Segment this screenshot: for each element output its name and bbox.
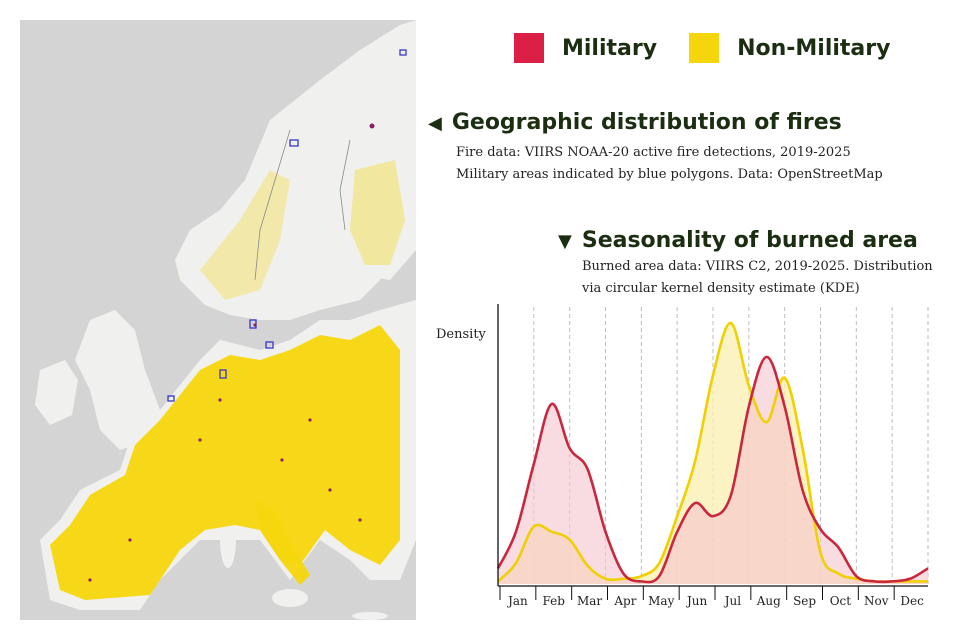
military-polygon xyxy=(265,341,274,349)
seasonality-chart: Jan Feb Mar Apr May Jun Jul Aug Sep Oct Nov Dec Den… xyxy=(436,304,929,608)
season-note: Burned area data: VIIRS C2, 2019-2025. D… xyxy=(582,256,933,300)
fire-dot xyxy=(253,323,257,327)
month-label: May xyxy=(648,594,674,608)
month-label: Nov xyxy=(864,594,889,608)
fire-dot xyxy=(328,488,332,492)
ireland-landmass xyxy=(35,360,78,425)
legend-swatch-nonmilitary xyxy=(689,33,720,63)
series-line-nonmilitary xyxy=(497,321,928,583)
legend: Military Non-Military xyxy=(514,33,922,63)
fire-dot xyxy=(369,123,375,129)
fire-dot xyxy=(198,438,202,442)
month-label: Oct xyxy=(830,594,852,608)
geo-note-line1: Fire data: VIIRS NOAA-20 active fire det… xyxy=(456,145,851,160)
month-label: Jun xyxy=(685,594,708,608)
season-title: Seasonality of burned area xyxy=(581,228,918,253)
legend-item-nonmilitary: Non-Military xyxy=(689,33,890,63)
sicily xyxy=(272,589,308,607)
season-note-line2: via circular kernel density estimate (KD… xyxy=(582,281,860,296)
y-axis-label: Density xyxy=(436,327,487,342)
scandinavia-fire-cover xyxy=(200,170,290,300)
legend-item-military: Military xyxy=(514,33,657,63)
geo-note-line2: Military areas indicated by blue polygon… xyxy=(456,167,883,182)
country-borders xyxy=(254,129,351,281)
geo-heading: ◀ Geographic distribution of fires xyxy=(428,110,842,135)
legend-swatch-military xyxy=(514,33,544,63)
fire-dot xyxy=(88,578,92,582)
geo-note: Fire data: VIIRS NOAA-20 active fire det… xyxy=(456,142,883,186)
military-fires xyxy=(88,123,375,582)
legend-label-nonmilitary: Non-Military xyxy=(737,35,891,61)
down-triangle-icon: ▼ xyxy=(558,231,572,252)
sweden-finland-border xyxy=(339,139,351,231)
military-land-fires xyxy=(50,160,405,600)
month-label: Sep xyxy=(793,594,816,608)
series-area-military xyxy=(498,356,928,584)
left-triangle-icon: ◀ xyxy=(428,113,442,134)
series-area-nonmilitary xyxy=(498,322,928,584)
finland-landmass xyxy=(335,130,416,280)
month-label: Apr xyxy=(613,594,636,608)
fire-dot xyxy=(280,458,284,462)
season-note-line1: Burned area data: VIIRS C2, 2019-2025. D… xyxy=(582,259,933,274)
month-label: Jan xyxy=(506,594,528,608)
month-label: Feb xyxy=(543,594,566,608)
fire-dot xyxy=(308,418,312,422)
legend-label-military: Military xyxy=(562,35,658,61)
month-label: Dec xyxy=(900,594,924,608)
chart-areas xyxy=(496,321,929,584)
month-label: Jul xyxy=(723,594,742,608)
fire-dot xyxy=(218,398,222,402)
month-label: Mar xyxy=(577,594,602,608)
fire-dot xyxy=(358,518,362,522)
season-heading: ▼ Seasonality of burned area xyxy=(558,228,918,253)
italy-fire-cover xyxy=(255,500,310,585)
military-polygon xyxy=(289,139,299,147)
military-polygon xyxy=(399,49,407,56)
continent-fire-cover xyxy=(50,325,400,600)
geo-title: Geographic distribution of fires xyxy=(451,110,842,135)
month-label: Aug xyxy=(756,594,781,608)
military-polygon xyxy=(167,395,175,402)
crete xyxy=(352,612,388,620)
finland-fire-cover xyxy=(350,160,405,265)
series-line-military xyxy=(496,355,929,584)
fire-dot xyxy=(128,538,132,542)
fire-map xyxy=(20,20,416,620)
british-isles-landmass xyxy=(75,310,160,450)
chart-axis: Jan Feb Mar Apr May Jun Jul Aug Sep Oct Nov Dec xyxy=(497,304,928,608)
military-polygon xyxy=(219,369,227,379)
sweden-norway-border xyxy=(254,129,291,281)
